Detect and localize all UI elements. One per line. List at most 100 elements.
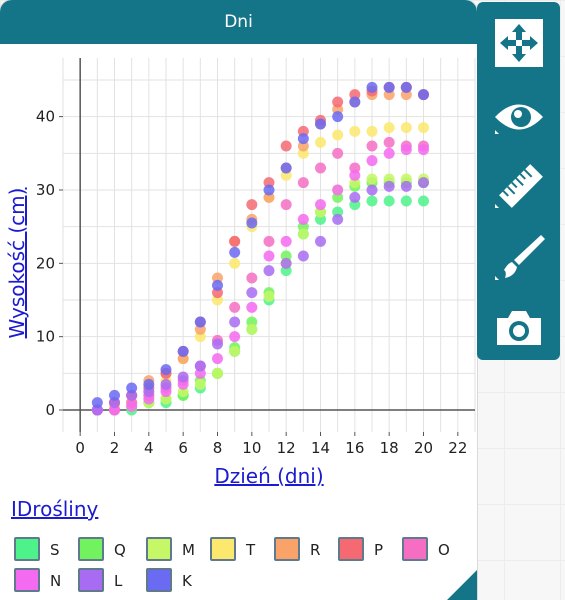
data-point-K[interactable] xyxy=(383,81,395,93)
data-point-P[interactable] xyxy=(332,96,344,108)
data-point-K[interactable] xyxy=(297,133,309,145)
data-point-M[interactable] xyxy=(246,323,258,335)
legend-swatch[interactable] xyxy=(14,537,40,561)
panel-title[interactable]: Dni xyxy=(0,0,477,44)
data-point-S[interactable] xyxy=(418,195,429,207)
data-point-N[interactable] xyxy=(229,331,241,343)
data-point-K[interactable] xyxy=(315,118,326,130)
legend-item-Q[interactable]: Q xyxy=(78,537,134,565)
legend-item-L[interactable]: L xyxy=(78,568,134,596)
data-point-T[interactable] xyxy=(400,122,412,134)
data-point-N[interactable] xyxy=(212,353,223,365)
data-point-M[interactable] xyxy=(366,173,378,185)
data-point-L[interactable] xyxy=(263,265,275,277)
data-point-K[interactable] xyxy=(349,96,361,108)
draw-tool-button[interactable] xyxy=(493,232,545,284)
data-point-L[interactable] xyxy=(366,184,378,196)
legend-swatch[interactable] xyxy=(146,537,172,561)
data-point-L[interactable] xyxy=(194,360,206,372)
data-point-N[interactable] xyxy=(332,184,344,196)
data-point-P[interactable] xyxy=(280,140,292,152)
data-point-S[interactable] xyxy=(400,195,412,207)
data-point-O[interactable] xyxy=(297,177,309,189)
data-point-N[interactable] xyxy=(126,400,138,412)
data-point-O[interactable] xyxy=(366,140,378,152)
data-point-S[interactable] xyxy=(366,195,378,207)
data-point-N[interactable] xyxy=(349,169,361,181)
legend-swatch[interactable] xyxy=(78,568,104,592)
data-point-O[interactable] xyxy=(246,272,258,284)
data-point-T[interactable] xyxy=(229,257,241,269)
data-point-T[interactable] xyxy=(315,136,326,148)
data-point-L[interactable] xyxy=(177,371,189,383)
data-point-N[interactable] xyxy=(383,147,395,159)
data-point-O[interactable] xyxy=(315,162,326,174)
data-point-N[interactable] xyxy=(280,235,292,247)
data-point-L[interactable] xyxy=(212,338,223,350)
data-point-K[interactable] xyxy=(400,81,412,93)
legend-swatch[interactable] xyxy=(14,568,40,592)
data-point-M[interactable] xyxy=(297,228,309,240)
data-point-O[interactable] xyxy=(280,199,292,211)
data-point-K[interactable] xyxy=(143,378,155,390)
data-point-T[interactable] xyxy=(332,129,344,141)
data-point-N[interactable] xyxy=(263,250,275,262)
hide-tool-button[interactable] xyxy=(493,90,545,142)
data-point-P[interactable] xyxy=(246,199,258,211)
data-point-O[interactable] xyxy=(229,301,241,313)
data-point-N[interactable] xyxy=(246,301,258,313)
legend-swatch[interactable] xyxy=(274,537,300,561)
data-point-L[interactable] xyxy=(418,177,429,189)
data-point-K[interactable] xyxy=(126,382,138,394)
data-point-P[interactable] xyxy=(229,235,241,247)
data-point-T[interactable] xyxy=(383,122,395,134)
data-point-K[interactable] xyxy=(418,89,429,101)
legend-item-N[interactable]: N xyxy=(14,568,70,596)
data-point-M[interactable] xyxy=(229,345,241,357)
legend-item-O[interactable]: O xyxy=(402,537,458,565)
legend-swatch[interactable] xyxy=(146,568,172,592)
legend-item-T[interactable]: T xyxy=(210,537,266,565)
data-point-K[interactable] xyxy=(212,279,223,291)
data-point-K[interactable] xyxy=(160,364,172,376)
data-point-K[interactable] xyxy=(332,111,344,123)
data-point-N[interactable] xyxy=(297,213,309,225)
data-point-T[interactable] xyxy=(366,125,378,137)
data-point-K[interactable] xyxy=(91,397,103,409)
data-point-N[interactable] xyxy=(400,144,412,156)
legend-item-M[interactable]: M xyxy=(146,537,202,565)
data-point-K[interactable] xyxy=(177,345,189,357)
data-point-L[interactable] xyxy=(297,250,309,262)
data-point-K[interactable] xyxy=(109,389,120,401)
data-point-K[interactable] xyxy=(246,217,258,229)
data-point-T[interactable] xyxy=(349,125,361,137)
legend-item-K[interactable]: K xyxy=(146,568,202,596)
legend-item-R[interactable]: R xyxy=(274,537,330,565)
legend-swatch[interactable] xyxy=(402,537,428,561)
move-tool-button[interactable] xyxy=(493,17,545,69)
data-point-K[interactable] xyxy=(194,316,206,328)
data-point-L[interactable] xyxy=(383,180,395,192)
snapshot-tool-button[interactable] xyxy=(493,302,545,354)
data-point-N[interactable] xyxy=(366,155,378,167)
data-point-L[interactable] xyxy=(246,287,258,299)
resize-handle[interactable] xyxy=(447,570,477,600)
data-point-M[interactable] xyxy=(263,290,275,302)
data-point-K[interactable] xyxy=(263,184,275,196)
data-point-L[interactable] xyxy=(315,235,326,247)
legend-title[interactable]: IDrośliny xyxy=(11,497,99,521)
data-point-S[interactable] xyxy=(383,195,395,207)
data-point-L[interactable] xyxy=(332,213,344,225)
x-axis-label[interactable]: Dzień (dni) xyxy=(214,464,323,488)
data-point-L[interactable] xyxy=(349,191,361,203)
data-point-L[interactable] xyxy=(229,316,241,328)
data-point-K[interactable] xyxy=(366,81,378,93)
data-point-M[interactable] xyxy=(194,378,206,390)
data-point-L[interactable] xyxy=(160,378,172,390)
y-axis-label[interactable]: Wysokość (cm) xyxy=(5,188,29,339)
data-point-L[interactable] xyxy=(280,257,292,269)
data-point-L[interactable] xyxy=(400,180,412,192)
data-point-O[interactable] xyxy=(263,235,275,247)
scatter-chart[interactable]: 0 2 4 6 8 10 12 14 16 18 20 22 0 10 20 30 40 Dzień (dni)… xyxy=(0,44,477,494)
data-point-N[interactable] xyxy=(418,144,429,156)
